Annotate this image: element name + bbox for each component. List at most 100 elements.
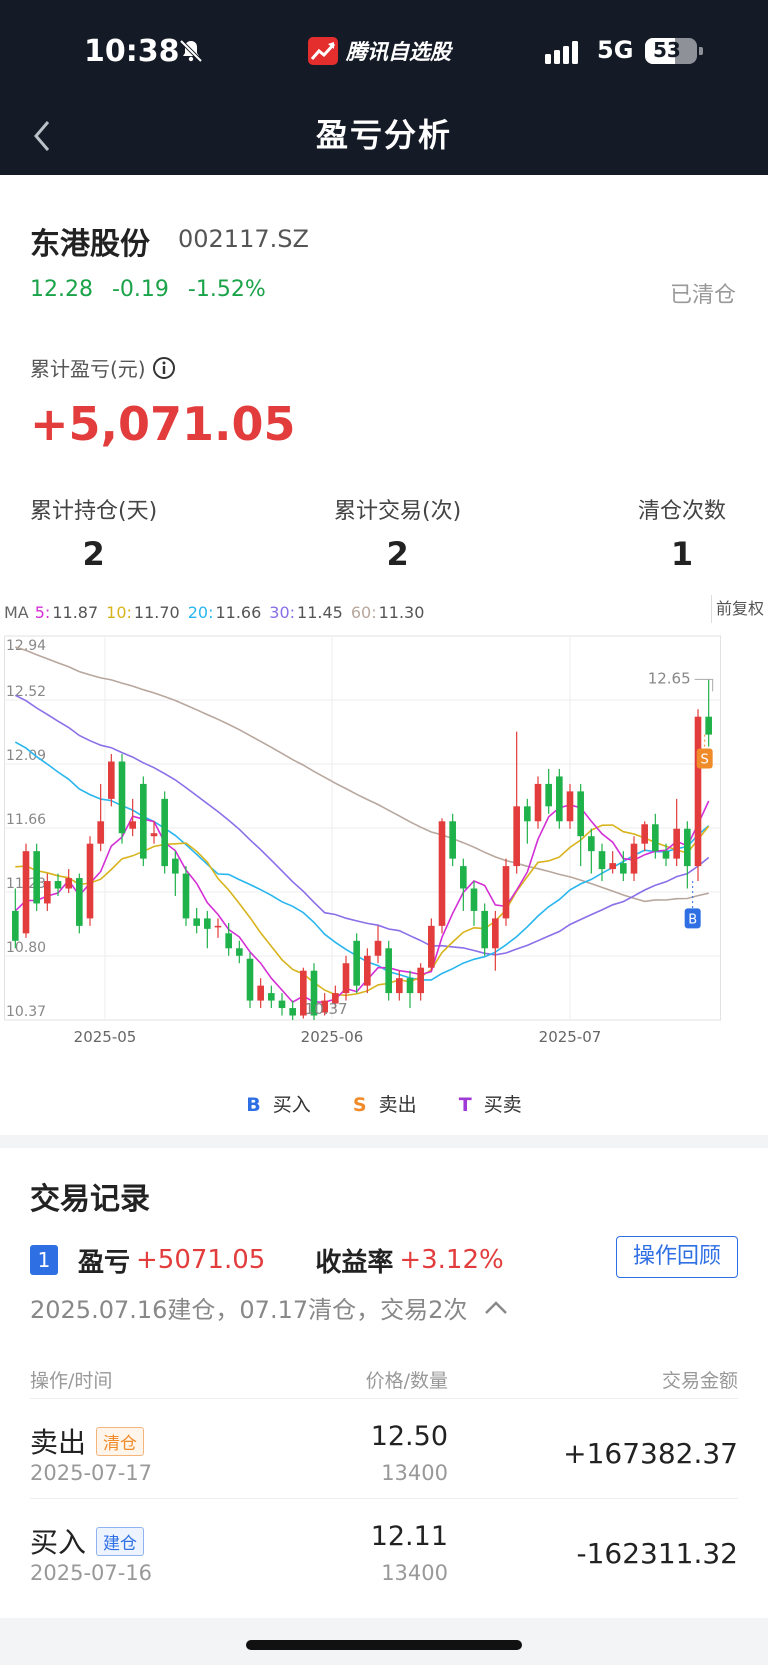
back-arrow-icon[interactable]: [28, 116, 56, 156]
stat-value: 1: [670, 535, 694, 573]
ma-value: 11.30: [378, 603, 425, 622]
y-tick-label: 12.52: [6, 684, 46, 700]
candle-body: [620, 863, 627, 874]
summary-card: 东港股份 002117.SZ 12.28 -0.19 -1.52% 已清仓 累计…: [0, 175, 768, 1135]
record-summary-text: 2025.07.16建仓，07.17清仓，交易2次: [30, 1296, 468, 1324]
candle-body: [524, 806, 531, 822]
row-quantity: 13400: [381, 1561, 448, 1585]
low-price-label: 10.37: [305, 1000, 348, 1018]
review-button[interactable]: 操作回顾: [616, 1236, 738, 1278]
status-time: 10:38: [84, 34, 180, 69]
candle-body: [630, 843, 638, 874]
candle-body: [12, 910, 19, 941]
ma-value: 11.66: [215, 603, 262, 622]
ma-value: 11.87: [52, 603, 99, 622]
info-icon[interactable]: [152, 356, 176, 380]
row-price: 12.50: [370, 1421, 448, 1452]
legend-sell-letter: S: [352, 1094, 367, 1116]
row-tag: 建仓: [96, 1526, 145, 1556]
row-date: 2025-07-16: [30, 1561, 153, 1585]
row-quantity: 13400: [381, 1461, 448, 1485]
candle-body: [33, 851, 40, 904]
kline-chart[interactable]: 12.9412.5212.0911.6611.2310.8010.372025-…: [4, 630, 768, 1050]
home-indicator[interactable]: [246, 1640, 522, 1650]
candle-body: [321, 1000, 328, 1013]
chevron-up-icon[interactable]: [483, 1300, 509, 1316]
battery-icon: 53: [645, 38, 703, 64]
stat-trade-count: 累计交易(次) 2: [334, 493, 461, 573]
record-pnl-value: +5071.05: [136, 1245, 266, 1275]
stock-quote: 12.28 -0.19 -1.52%: [30, 277, 266, 302]
candle-body: [310, 970, 318, 1016]
candle-body: [193, 918, 200, 926]
row-operation: 卖出 清仓: [30, 1421, 145, 1461]
candle-body: [300, 970, 307, 1016]
candle-body: [588, 836, 595, 852]
ma-value: 11.45: [297, 603, 343, 622]
candle-body: [161, 798, 168, 867]
candle-body: [118, 761, 126, 834]
stats-row: 累计持仓(天) 2 累计交易(次) 2 清仓次数 1: [0, 493, 768, 573]
chart-legend: B 买入 S 卖出 T 买卖: [0, 1090, 768, 1117]
adjustment-toggle[interactable]: 前复权: [710, 595, 768, 623]
candle-body: [332, 993, 339, 1004]
record-summary-head: 1 盈亏 +5071.05 收益率 +3.12%: [30, 1240, 738, 1280]
table-row[interactable]: 买入 建仓 2025-07-16 12.11 13400 -162311.32: [30, 1498, 738, 1598]
legend-both-letter: T: [458, 1094, 472, 1116]
record-yield-label: 收益率: [315, 1247, 394, 1278]
stat-label: 累计交易(次): [334, 499, 462, 524]
network-type: 5G: [597, 36, 634, 64]
row-operation: 买入 建仓: [30, 1521, 145, 1561]
legend-both-label: 买卖: [483, 1094, 522, 1116]
stock-change: -0.19: [111, 277, 169, 302]
app-logo-icon: [308, 37, 338, 65]
candle-body: [225, 933, 232, 949]
candle-body: [502, 866, 510, 919]
candle-body: [534, 783, 542, 822]
candle-body: [150, 833, 158, 837]
legend-buy-label: 买入: [272, 1094, 311, 1116]
candle-body: [492, 918, 499, 949]
candle-body: [428, 925, 435, 968]
position-status: 已清仓: [669, 283, 736, 308]
row-amount: +167382.37: [563, 1437, 738, 1470]
signal-icon: [545, 41, 578, 64]
ma-item: 60: 11.30: [351, 603, 429, 622]
bell-muted-icon: [179, 39, 203, 63]
candle-body: [76, 878, 83, 926]
ma-indicator-row: MA 5: 11.87 10: 11.70 20: 11.66 30: 11.45 60: 11.3…: [4, 603, 432, 622]
candle-body: [438, 821, 446, 926]
candle-body: [556, 776, 563, 822]
trade-records: 交易记录 1 盈亏 +5071.05 收益率 +3.12% 操作回顾 2025.…: [0, 1148, 768, 1618]
candle-body: [513, 806, 520, 867]
candle-body: [214, 925, 222, 928]
stock-change-pct: -1.52%: [187, 277, 266, 302]
row-price: 12.11: [370, 1521, 448, 1552]
candle-body: [342, 963, 350, 994]
x-tick-label: 2025-06: [301, 1028, 364, 1046]
candle-body: [609, 863, 616, 870]
legend-both: T 买卖: [459, 1094, 522, 1116]
candle-body: [545, 783, 552, 807]
stat-label: 清仓次数: [638, 499, 727, 524]
y-tick-label: 10.37: [6, 1004, 46, 1020]
ma-name: 5:: [34, 603, 51, 622]
candle-body: [385, 948, 392, 994]
candle-body: [652, 824, 659, 852]
y-tick-label: 10.80: [6, 940, 46, 956]
candle-body: [289, 1008, 296, 1016]
ma-name: 10:: [106, 603, 132, 622]
candle-body: [705, 716, 712, 735]
legend-sell: S 卖出: [353, 1094, 417, 1116]
candle-body: [662, 851, 670, 859]
candle-body: [65, 878, 72, 889]
stat-label: 累计持仓(天): [30, 499, 158, 524]
candle-body: [44, 881, 51, 904]
record-summary-line[interactable]: 2025.07.16建仓，07.17清仓，交易2次: [30, 1290, 509, 1325]
candle-body: [641, 824, 648, 844]
app-badge[interactable]: 腾讯自选股: [308, 36, 451, 66]
x-tick-label: 2025-05: [74, 1028, 137, 1046]
table-row[interactable]: 卖出 清仓 2025-07-17 12.50 13400 +167382.37: [30, 1398, 738, 1498]
ma-item: 30: 11.45: [269, 603, 347, 622]
candle-body: [86, 843, 94, 919]
